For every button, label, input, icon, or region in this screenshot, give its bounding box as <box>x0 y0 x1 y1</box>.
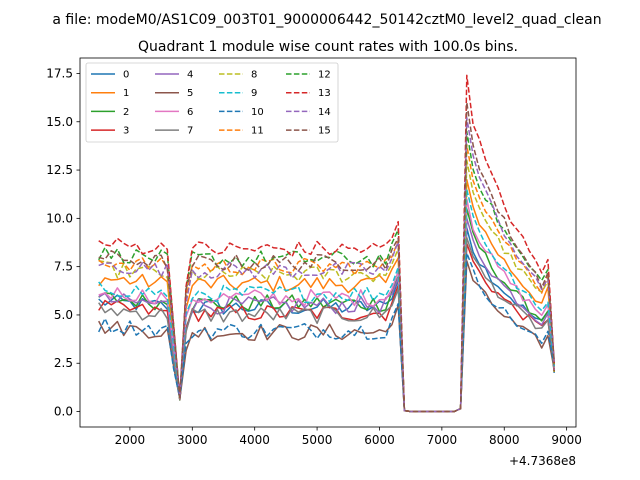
series-line-8 <box>98 159 555 413</box>
series-line-11 <box>98 144 555 413</box>
plot-frame <box>79 57 577 428</box>
legend-label-1: 1 <box>123 88 129 99</box>
chart-title: Quadrant 1 module wise count rates with … <box>138 39 518 55</box>
x-tick-label: 8000 <box>489 433 520 447</box>
legend-label-3: 3 <box>123 126 129 137</box>
x-offset-label: +4.7368e8 <box>509 454 576 468</box>
series-line-15 <box>98 101 555 413</box>
series-line-14 <box>98 117 555 413</box>
legend-label-7: 7 <box>187 126 193 137</box>
legend-label-2: 2 <box>123 107 129 118</box>
y-tick-label: 2.5 <box>54 356 73 370</box>
x-tick-label: 2000 <box>115 433 146 447</box>
legend-label-8: 8 <box>251 70 257 81</box>
legend-label-12: 12 <box>318 70 331 81</box>
figure-suptitle: a file: modeM0/AS1C09_003T01_9000006442_… <box>52 12 601 28</box>
legend-label-13: 13 <box>318 88 331 99</box>
x-tick-label: 3000 <box>177 433 208 447</box>
series-line-13 <box>98 74 555 413</box>
legend-label-0: 0 <box>123 70 129 81</box>
legend-label-4: 4 <box>187 70 193 81</box>
legend-label-14: 14 <box>318 107 331 118</box>
y-tick-label: 7.5 <box>54 260 73 274</box>
x-tick-label: 6000 <box>364 433 395 447</box>
legend-label-15: 15 <box>318 126 331 137</box>
legend-label-10: 10 <box>251 107 264 118</box>
x-tick-label: 9000 <box>551 433 582 447</box>
x-tick-label: 5000 <box>302 433 333 447</box>
legend-label-9: 9 <box>251 88 257 99</box>
y-axis: 0.0 2.5 5.0 7.5 10.0 12.5 15.0 17.5 <box>46 66 80 419</box>
legend-box <box>85 62 339 143</box>
y-tick-label: 15.0 <box>46 115 73 129</box>
x-tick-label: 7000 <box>427 433 458 447</box>
y-tick-label: 17.5 <box>46 66 73 80</box>
x-tick-label: 4000 <box>239 433 270 447</box>
series-line-7 <box>98 236 555 413</box>
legend-label-6: 6 <box>187 107 193 118</box>
legend-label-11: 11 <box>251 126 264 137</box>
y-tick-label: 5.0 <box>54 308 73 322</box>
series-line-9 <box>98 188 555 413</box>
y-tick-label: 0.0 <box>54 405 73 419</box>
series-layer <box>98 74 555 413</box>
legend-label-5: 5 <box>187 88 193 99</box>
y-tick-label: 10.0 <box>46 211 73 225</box>
x-axis: 2000 3000 4000 5000 6000 7000 8000 9000 <box>115 427 582 447</box>
y-tick-label: 12.5 <box>46 163 73 177</box>
